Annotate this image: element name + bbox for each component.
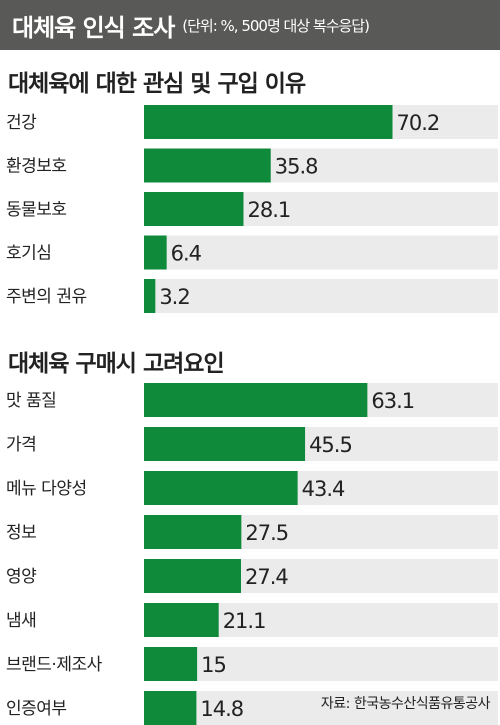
bar-track (144, 691, 498, 725)
bar (144, 603, 219, 637)
category-label: 정보 (6, 523, 36, 543)
value-label: 63.1 (371, 389, 414, 413)
value-label: 27.5 (245, 521, 288, 545)
bar (144, 279, 156, 313)
bar (144, 471, 298, 505)
value-label: 14.8 (200, 697, 243, 721)
bar (144, 148, 271, 183)
bar (144, 235, 167, 270)
value-label: 6.4 (171, 242, 202, 266)
value-label: 35.8 (275, 155, 318, 179)
category-label: 환경보호 (6, 157, 67, 177)
value-label: 21.1 (223, 609, 266, 633)
bar (144, 647, 198, 681)
bar (144, 192, 244, 226)
bar (144, 383, 368, 417)
bar (144, 427, 306, 461)
bar (144, 559, 241, 593)
category-label: 동물보호 (6, 200, 67, 220)
bar-track (144, 235, 498, 270)
value-label: 15 (201, 653, 226, 677)
bar-track (144, 647, 498, 681)
bar-track (144, 279, 498, 313)
category-label: 냄새 (6, 611, 36, 631)
value-label: 70.2 (397, 111, 440, 135)
category-label: 영양 (6, 567, 36, 587)
bar (144, 105, 393, 139)
category-label: 브랜드·제조사 (6, 655, 103, 675)
unit-note: (단위: %, 500명 대상 복수응답) (182, 16, 370, 35)
section-title-interest: 대체육에 대한 관심 및 구입 이유 (8, 71, 306, 97)
bar (144, 515, 242, 549)
value-label: 43.4 (302, 477, 345, 501)
value-label: 3.2 (159, 285, 189, 309)
category-label: 가격 (6, 435, 36, 455)
category-label: 주변의 권유 (6, 287, 87, 307)
category-label: 메뉴 다양성 (6, 479, 87, 499)
source-note: 자료: 한국농수산식품유통공사 (320, 696, 491, 712)
page-title: 대체육 인식 조사 (12, 13, 175, 42)
category-label: 건강 (6, 113, 37, 133)
category-label: 맛 품질 (6, 391, 56, 411)
category-label: 인증여부 (6, 699, 67, 719)
bar (144, 691, 197, 725)
value-label: 27.4 (245, 565, 288, 589)
section-title-purchase-factors: 대체육 구매시 고려요인 (8, 351, 225, 377)
header-bar: 대체육 인식 조사 (단위: %, 500명 대상 복수응답) (0, 0, 500, 50)
category-label: 호기심 (6, 244, 51, 264)
value-label: 45.5 (309, 433, 352, 457)
value-label: 28.1 (247, 198, 290, 222)
